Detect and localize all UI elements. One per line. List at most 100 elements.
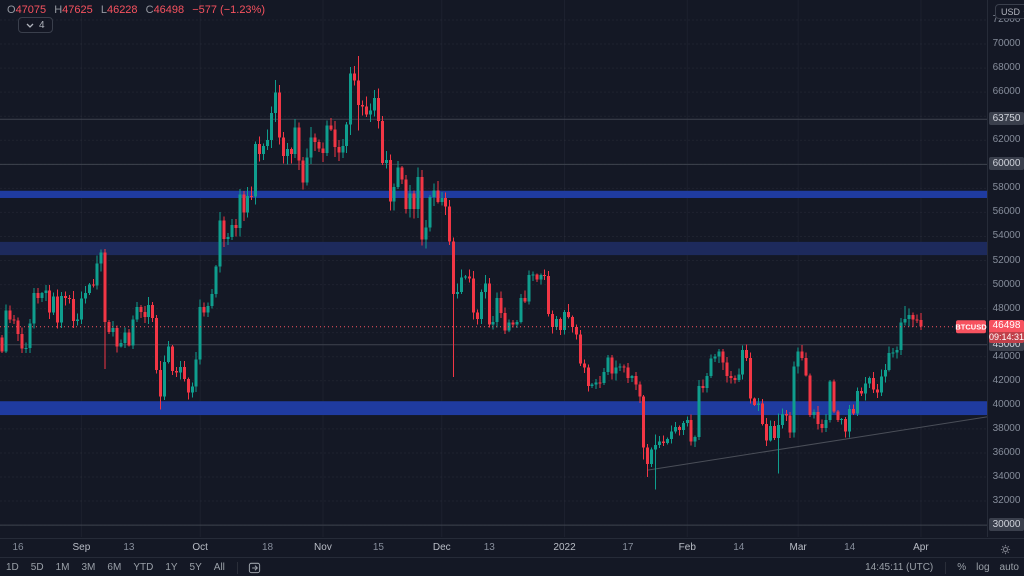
candle-body xyxy=(856,391,860,414)
candle-body xyxy=(772,426,776,438)
candle-body xyxy=(844,419,848,432)
range-all[interactable]: All xyxy=(213,562,225,573)
axis-settings-gear-icon[interactable] xyxy=(1000,542,1011,560)
candle-body xyxy=(198,306,202,360)
candle-body xyxy=(491,322,495,325)
time-tick-label: 14 xyxy=(844,542,856,553)
go-to-date-icon[interactable] xyxy=(248,561,261,574)
candle-body xyxy=(535,274,539,280)
candle-body xyxy=(64,295,68,298)
range-1d[interactable]: 1D xyxy=(6,562,19,573)
candle-body xyxy=(519,297,523,322)
legend-collapse-button[interactable]: 4 xyxy=(18,17,53,33)
candle-body xyxy=(40,293,44,299)
candle-body xyxy=(871,378,875,390)
candle-body xyxy=(693,437,697,442)
ohlc-legend[interactable]: O47075 H47625 L46228 C46498 −577 (−1.23%… xyxy=(7,4,265,16)
candle-body xyxy=(214,266,218,294)
candle-body xyxy=(721,351,725,363)
high-value: 47625 xyxy=(62,4,93,16)
candle-body xyxy=(820,423,824,429)
currency-button[interactable]: USD xyxy=(995,4,1024,19)
candle-body xyxy=(48,290,52,313)
candle-body xyxy=(230,225,234,238)
candle-body xyxy=(218,220,222,267)
candle-body xyxy=(143,311,147,318)
time-tick-label: 2022 xyxy=(553,542,576,553)
candle-body xyxy=(768,426,772,441)
candle-body xyxy=(646,447,650,465)
candle-body xyxy=(701,385,705,389)
range-1m[interactable]: 1M xyxy=(55,562,70,573)
time-axis[interactable]: 16 Sep 13 Oct 18 Nov 15 Dec 13 2022 17 Feb 14 Mar 14 Ap… xyxy=(0,538,1024,557)
candle-body xyxy=(281,137,285,157)
range-ytd[interactable]: YTD xyxy=(133,562,154,573)
candle-body xyxy=(87,284,91,294)
candle-body xyxy=(313,137,317,142)
chevron-down-icon xyxy=(26,23,34,28)
range-5d[interactable]: 5D xyxy=(30,562,44,573)
candle-body xyxy=(123,332,127,343)
candle-body xyxy=(495,297,499,323)
range-5y[interactable]: 5Y xyxy=(189,562,202,573)
price-tick-label: 70000 xyxy=(992,38,1021,50)
candle-body xyxy=(60,295,64,323)
candle-body xyxy=(685,419,689,424)
candle-body xyxy=(155,317,159,370)
candle-body xyxy=(753,398,757,406)
candle-body xyxy=(887,352,891,370)
candle-body xyxy=(167,346,171,363)
candle-body xyxy=(824,419,828,429)
candle-body xyxy=(376,97,380,122)
symbol-tag-box xyxy=(956,320,986,334)
candle-body xyxy=(665,438,669,443)
candle-body xyxy=(135,306,139,320)
clock[interactable]: 14:45:11 (UTC) xyxy=(865,562,934,573)
candle-body xyxy=(725,362,729,376)
price-tick-label: 56000 xyxy=(992,206,1021,218)
chart-pane[interactable]: BTCUSD xyxy=(0,0,987,537)
candle-body xyxy=(293,127,297,155)
candle-body xyxy=(325,125,329,153)
candle-body xyxy=(79,298,83,320)
high-label: H xyxy=(54,4,63,16)
percent-scale-button[interactable]: % xyxy=(957,562,967,573)
candle-body xyxy=(222,220,226,239)
range-3m[interactable]: 3M xyxy=(81,562,96,573)
candle-body xyxy=(891,352,895,354)
candle-body xyxy=(448,206,452,242)
candle-body xyxy=(234,225,238,229)
time-tick-label: Apr xyxy=(913,542,929,553)
candle-body xyxy=(614,367,618,374)
candle-body xyxy=(444,198,448,207)
candle-body xyxy=(12,319,16,321)
range-6m[interactable]: 6M xyxy=(107,562,122,573)
candle-body xyxy=(788,415,792,433)
candle-body xyxy=(812,412,816,416)
candle-body xyxy=(210,293,214,307)
candle-body xyxy=(618,366,622,368)
time-tick-label: Oct xyxy=(192,542,208,553)
candle-body xyxy=(784,414,788,416)
candle-body xyxy=(566,311,570,318)
price-tick-label: 42000 xyxy=(992,374,1021,386)
candle-body xyxy=(776,424,780,438)
time-tick-label: Dec xyxy=(432,542,451,553)
range-1y[interactable]: 1Y xyxy=(165,562,178,573)
candle-body xyxy=(895,350,899,353)
candle-body xyxy=(163,362,167,397)
price-axis[interactable]: 72000 70000 68000 66000 62000 58000 56000 54000… xyxy=(987,0,1024,537)
candle-body xyxy=(440,198,444,202)
candle-body xyxy=(867,378,871,384)
candle-body xyxy=(190,386,194,393)
current-price-axis-label: 46498 09:14:31 xyxy=(989,319,1024,343)
time-tick-label: 14 xyxy=(733,542,745,553)
candle-body xyxy=(436,190,440,202)
candle-body xyxy=(547,276,551,315)
auto-scale-button[interactable]: auto xyxy=(999,562,1019,573)
support-resistance-zone xyxy=(0,190,987,198)
log-scale-button[interactable]: log xyxy=(976,562,990,573)
low-value: 46228 xyxy=(106,4,138,16)
candle-body xyxy=(16,320,20,334)
candle-body xyxy=(107,322,111,332)
